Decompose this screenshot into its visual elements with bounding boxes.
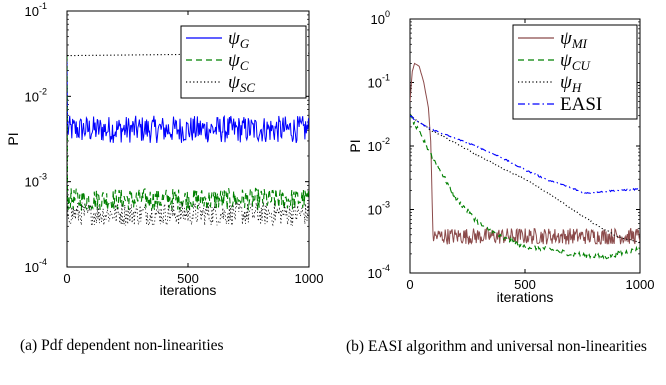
legend-label: ψMI: [560, 28, 588, 51]
legend-label: ψG: [228, 28, 250, 51]
y-tick-label: 10-2: [25, 86, 47, 104]
caption-b: (b) EASI algorithm and universal non-lin…: [346, 338, 647, 355]
x-tick-label: 0: [406, 277, 413, 292]
x-tick-label: 1000: [295, 271, 324, 286]
x-tick-label: 500: [177, 271, 199, 286]
y-axis-label-b: PI: [347, 139, 363, 152]
legend-label: ψCU: [560, 50, 591, 73]
x-tick-label: 500: [514, 277, 536, 292]
y-tick-label: 10-3: [368, 200, 390, 218]
series-line: [410, 62, 640, 245]
y-tick-label: 10-1: [368, 73, 390, 91]
legend-label: ψSC: [228, 72, 255, 95]
series-line: [67, 55, 309, 212]
x-tick-label: 1000: [626, 277, 655, 292]
x-axis-label-a: iterations: [160, 282, 217, 298]
y-tick-label: 10-4: [368, 263, 390, 281]
series-line: [410, 115, 640, 195]
series-line: [410, 113, 640, 260]
axis-ticks-b: 0 500 1000 10-4 10-3 10-2 10-1 100: [368, 9, 655, 292]
legend-box-b: [512, 24, 638, 120]
y-axis-label-a: PI: [5, 132, 21, 145]
legend-label: ψH: [560, 72, 582, 95]
series-line: [67, 55, 309, 144]
y-tick-label: 10-3: [25, 172, 47, 190]
caption-a: (a) Pdf dependent non-linearities: [20, 337, 224, 354]
series-line: [410, 115, 640, 244]
x-axis-label-b: iterations: [497, 289, 554, 305]
y-tick-label: 10-1: [25, 1, 47, 19]
legend-label: EASI: [560, 94, 602, 115]
chart-panel-b: 0 500 1000 10-4 10-3 10-2 10-1 100 iterations P…: [347, 9, 654, 305]
legend-label: ψC: [228, 50, 249, 73]
y-tick-label: 100: [371, 9, 390, 27]
y-tick-label: 10-4: [25, 257, 47, 275]
x-tick-label: 0: [63, 271, 70, 286]
y-tick-label: 10-2: [368, 136, 390, 154]
series-group-b: [410, 62, 640, 260]
chart-panel-a: 0 500 1000 10-4 10-3 10-2 10-1 iterations PI ψ…: [5, 1, 323, 298]
